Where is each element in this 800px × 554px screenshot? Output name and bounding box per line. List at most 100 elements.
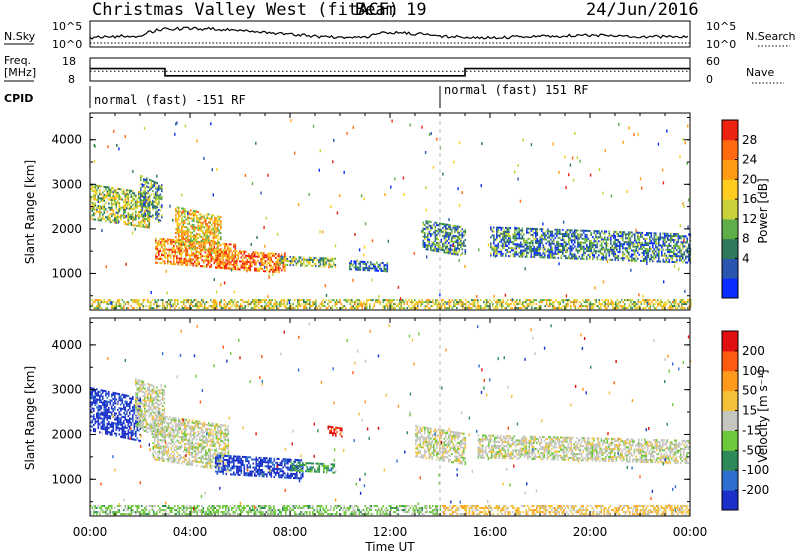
- echo-cell: [312, 301, 314, 304]
- echo-cell: [106, 190, 109, 193]
- echo-cell: [115, 215, 118, 218]
- echo-cell: [309, 303, 311, 306]
- echo-cell: [355, 299, 358, 302]
- echo-cell: [161, 238, 163, 241]
- echo-cell: [557, 228, 560, 231]
- echo-cell: [184, 238, 186, 241]
- echo-cell: [175, 228, 177, 231]
- echo-cell: [502, 299, 505, 302]
- echo-cell: [538, 305, 541, 308]
- echo-cell: [563, 241, 566, 244]
- echo-cell: [667, 260, 669, 263]
- echo-cell: [516, 303, 518, 306]
- echo-cell: [442, 231, 444, 233]
- echo-cell: [593, 230, 596, 233]
- echo-cell: [135, 299, 137, 302]
- echo-cell: [118, 305, 121, 308]
- echo-cell: [201, 245, 204, 248]
- echo-cell: [158, 243, 160, 246]
- echo-cell: [642, 299, 644, 302]
- echo-cell: [549, 303, 551, 306]
- echo-cell: [674, 255, 677, 258]
- echo-cell: [99, 213, 101, 216]
- n-search-label: N.Search: [746, 30, 796, 43]
- echo-cell: [688, 233, 690, 236]
- echo-cell: [662, 181, 665, 185]
- echo-cell: [625, 255, 627, 258]
- echo-cell: [161, 254, 163, 257]
- echo-cell: [144, 212, 147, 215]
- echo-cell: [452, 248, 455, 251]
- echo-cell: [268, 307, 271, 310]
- echo-cell: [501, 301, 503, 304]
- echo-cell: [248, 253, 250, 255]
- power-colorbar-tick-label: 20: [742, 172, 757, 186]
- echo-cell: [443, 235, 446, 238]
- echo-cell: [182, 233, 185, 236]
- echo-cell: [202, 226, 204, 229]
- echo-cell: [181, 207, 183, 210]
- echo-cell: [349, 266, 351, 269]
- echo-cell: [209, 243, 211, 246]
- echo-cell: [164, 242, 166, 245]
- echo-cell: [672, 307, 674, 310]
- echo-cell: [514, 229, 516, 232]
- echo-cell: [179, 253, 181, 256]
- echo-cell: [628, 243, 630, 246]
- echo-cell: [185, 262, 187, 264]
- echo-cell: [566, 229, 569, 232]
- echo-cell: [422, 241, 425, 244]
- echo-cell: [182, 243, 185, 246]
- echo-cell: [316, 259, 319, 262]
- echo-cell: [544, 234, 546, 237]
- echo-cell: [377, 265, 380, 268]
- echo-cell: [623, 231, 626, 234]
- echo-cell: [214, 305, 217, 308]
- echo-cell: [261, 252, 264, 254]
- echo-cell: [182, 239, 184, 242]
- echo-cell: [243, 266, 246, 269]
- echo-cell: [147, 204, 150, 207]
- echo-cell: [111, 305, 113, 308]
- echo-cell: [120, 198, 122, 201]
- echo-cell: [688, 299, 691, 302]
- echo-cell: [453, 160, 455, 164]
- echo-cell: [583, 249, 585, 252]
- echo-cell: [132, 307, 134, 310]
- echo-cell: [648, 299, 650, 302]
- echo-cell: [117, 193, 119, 196]
- echo-cell: [652, 238, 654, 241]
- echo-cell: [306, 264, 308, 267]
- echo-cell: [493, 307, 496, 310]
- echo-cell: [684, 141, 686, 145]
- echo-cell: [203, 214, 206, 217]
- echo-cell: [159, 219, 162, 222]
- echo-cell: [260, 259, 262, 262]
- echo-cell: [421, 125, 423, 129]
- echo-cell: [578, 235, 581, 238]
- echo-cell: [243, 260, 246, 263]
- echo-cell: [617, 233, 620, 235]
- echo-cell: [452, 226, 455, 229]
- echo-cell: [610, 250, 612, 253]
- echo-cell: [595, 240, 597, 243]
- echo-cell: [670, 244, 672, 247]
- echo-cell: [363, 303, 365, 306]
- echo-cell: [176, 226, 179, 229]
- echo-cell: [360, 303, 362, 306]
- echo-cell: [150, 215, 153, 218]
- echo-cell: [224, 261, 226, 264]
- echo-cell: [390, 301, 392, 304]
- echo-cell: [650, 232, 653, 235]
- echo-cell: [147, 182, 150, 185]
- echo-cell: [528, 303, 530, 306]
- echo-cell: [191, 252, 193, 255]
- echo-cell: [617, 251, 620, 253]
- echo-cell: [686, 161, 688, 165]
- echo-cell: [552, 301, 554, 304]
- echo-cell: [493, 236, 495, 239]
- echo-cell: [517, 233, 519, 236]
- echo-cell: [187, 301, 190, 304]
- echo-cell: [267, 173, 269, 177]
- echo-cell: [215, 227, 218, 230]
